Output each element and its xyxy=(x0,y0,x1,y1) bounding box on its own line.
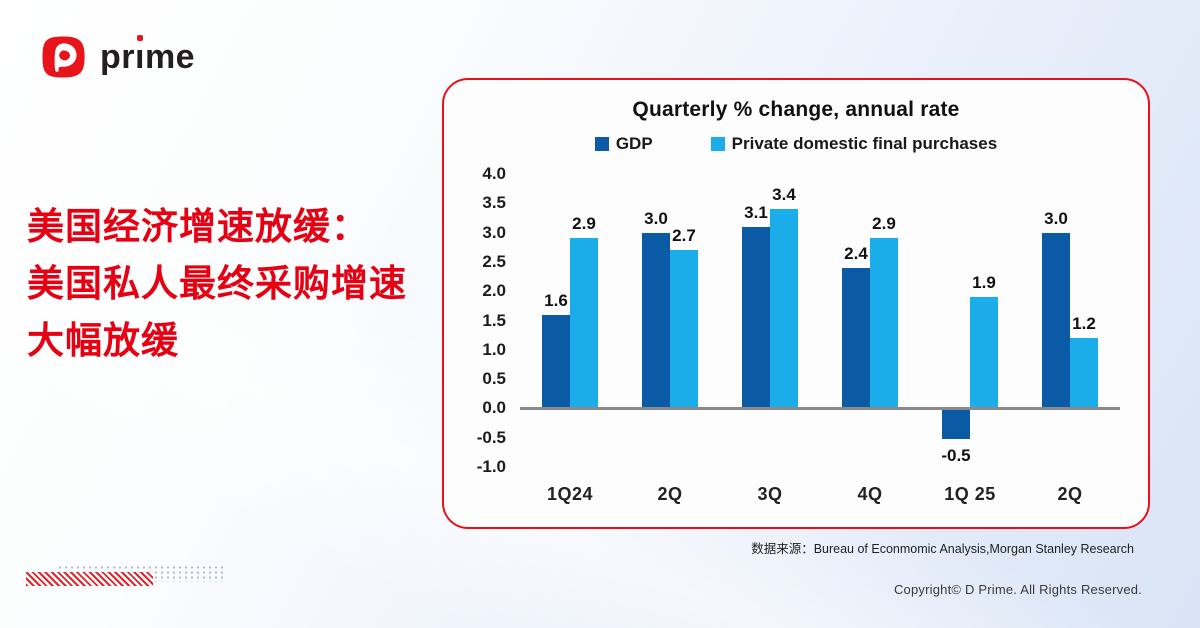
legend-label-pdfp: Private domestic final purchases xyxy=(731,134,998,153)
bar-pdfp xyxy=(970,297,998,409)
y-tick-label: -1.0 xyxy=(476,457,506,476)
bar-gdp xyxy=(642,232,670,409)
dprime-logo-icon xyxy=(42,36,85,78)
bar-gdp xyxy=(542,314,570,409)
legend-label-gdp: GDP xyxy=(615,134,653,153)
y-tick-label: 1.5 xyxy=(482,310,506,330)
legend-item-gdp: GDP xyxy=(594,134,653,154)
bar-gdp xyxy=(942,409,970,439)
y-tick-label: 2.5 xyxy=(482,251,506,271)
chart-card: Quarterly % change, annual rate GDP Priv… xyxy=(442,78,1150,529)
y-tick-label: 4.0 xyxy=(482,164,506,183)
bar-gdp xyxy=(742,226,770,409)
chart: 4.0 3.5 3.0 2.5 2.0 1.5 1.0 0.5 0.0 -0.5 -1.0 1.6 2… xyxy=(452,164,1142,514)
data-source-label: 数据来源： xyxy=(751,542,814,556)
logo-text: prı me xyxy=(100,30,195,84)
x-tick-label: 1Q 25 xyxy=(944,484,996,504)
bar-pdfp xyxy=(1070,338,1098,409)
chart-title: Quarterly % change, annual rate xyxy=(632,98,960,121)
data-source-text: Bureau of Econmomic Analysis,Morgan Stan… xyxy=(813,542,1134,556)
headline-line-2: 美国私人最终采购增速 xyxy=(27,263,407,304)
x-tick-label: 4Q xyxy=(857,484,883,504)
y-tick-label: 2.0 xyxy=(482,281,506,301)
y-tick-label: 0.5 xyxy=(482,369,506,389)
bar-value-label: 3.0 xyxy=(1044,208,1068,228)
bar-pdfp xyxy=(670,250,698,409)
plot-area: 1.6 2.9 1Q24 3.0 2.7 2Q 3.1 3.4 3Q 2.4 2.9 4Q -0.5 1.… xyxy=(520,174,1120,504)
legend-swatch-gdp-icon xyxy=(594,137,609,151)
zero-line xyxy=(520,407,1120,411)
bar-pdfp xyxy=(870,238,898,409)
bar-gdp xyxy=(842,267,870,409)
bar-pdfp xyxy=(570,238,598,409)
legend-item-pdfp: Private domestic final purchases xyxy=(710,134,998,154)
y-tick-label: 3.0 xyxy=(482,222,506,242)
x-tick-label: 3Q xyxy=(757,484,783,504)
y-axis: 4.0 3.5 3.0 2.5 2.0 1.5 1.0 0.5 0.0 -0.5 -1.0 xyxy=(452,164,510,476)
headline-line-1: 美国经济增速放缓： xyxy=(27,206,369,247)
bar-value-label: 2.9 xyxy=(872,214,896,234)
x-tick-label: 1Q24 xyxy=(546,484,594,504)
legend-swatch-pdfp-icon xyxy=(710,137,725,151)
x-tick-label: 2Q xyxy=(1057,484,1083,504)
bar-value-label: 3.4 xyxy=(772,185,796,205)
y-tick-label: 3.5 xyxy=(482,193,506,213)
bar-value-label: 2.9 xyxy=(572,214,596,234)
data-source: 数据来源：Bureau of Econmomic Analysis,Morgan… xyxy=(751,538,1134,557)
headline-line-3: 大幅放缓 xyxy=(27,320,179,361)
stripes-bar xyxy=(26,572,153,586)
bar-value-label: 2.4 xyxy=(844,243,868,263)
x-tick-label: 2Q xyxy=(657,484,683,504)
headline: 美国经济增速放缓： 美国私人最终采购增速 大幅放缓 xyxy=(27,198,437,369)
bar-value-label: 2.7 xyxy=(672,226,696,246)
y-tick-label: 1.0 xyxy=(482,339,506,359)
bar-value-label: 1.9 xyxy=(972,273,996,293)
bar-value-label: -0.5 xyxy=(941,445,971,465)
bar-pdfp xyxy=(770,209,798,409)
bar-value-label: 1.6 xyxy=(544,290,568,310)
brand-logo: prı me xyxy=(36,30,195,84)
bar-value-label: 3.0 xyxy=(644,208,668,228)
y-tick-label: 0.0 xyxy=(482,398,506,418)
copyright: Copyright© D Prime. All Rights Reserved. xyxy=(893,582,1142,597)
y-tick-label: -0.5 xyxy=(476,427,506,447)
bar-gdp xyxy=(1042,232,1070,409)
bar-value-label: 3.1 xyxy=(744,202,768,222)
bar-value-label: 1.2 xyxy=(1072,314,1096,334)
chart-legend: GDP Private domestic final purchases xyxy=(444,134,1148,154)
